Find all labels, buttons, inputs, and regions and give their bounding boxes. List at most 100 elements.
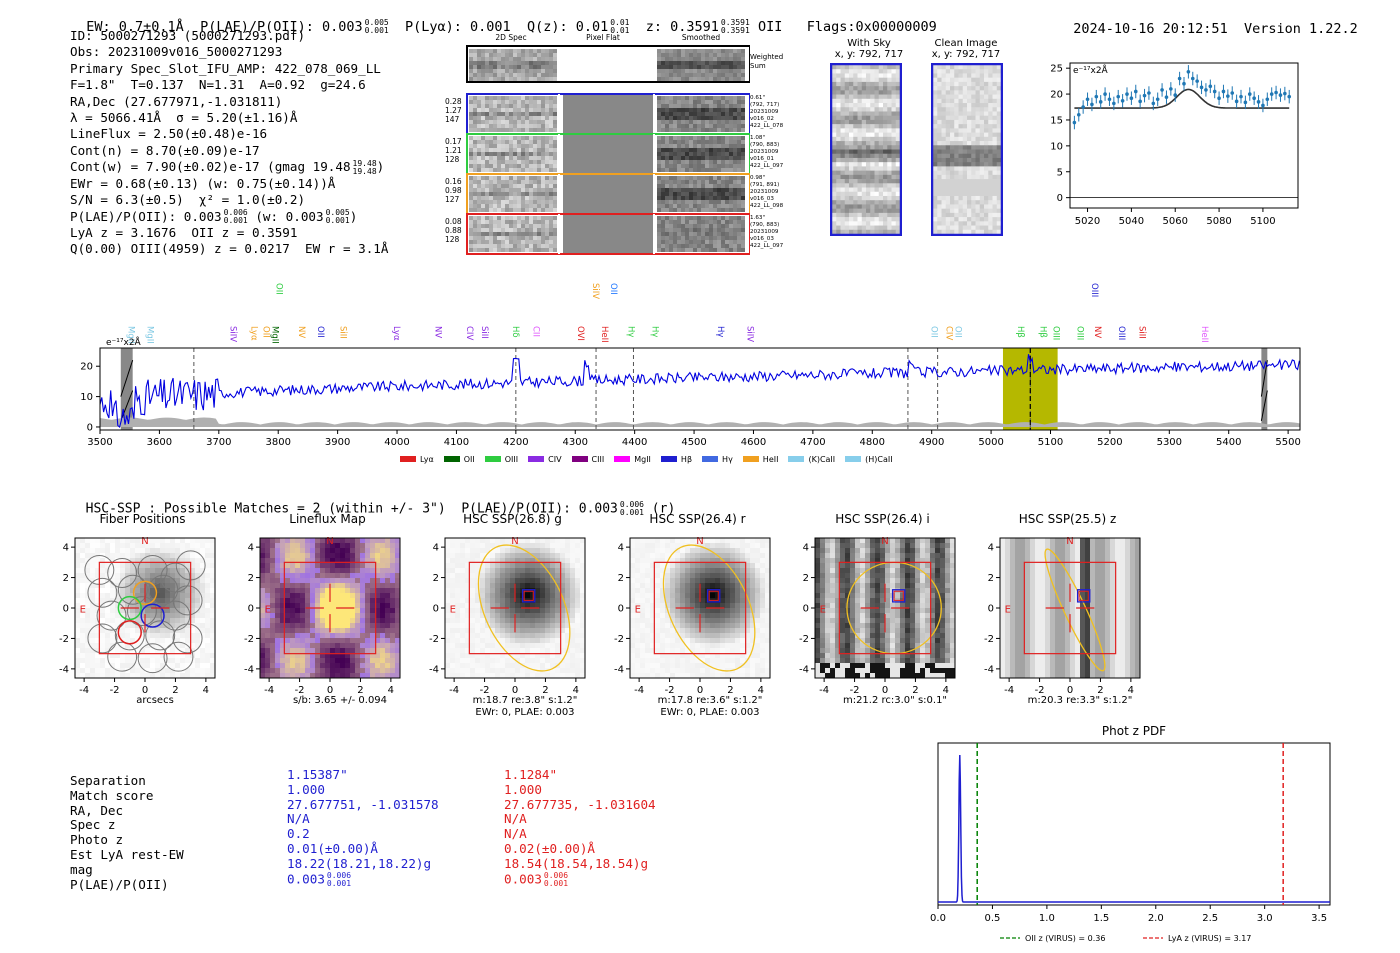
fiber-2d-pixel <box>537 112 541 116</box>
weighted-sum-pixel <box>473 61 477 65</box>
fiber-2d-pixel <box>509 200 513 204</box>
cutout-pixel <box>155 638 161 644</box>
sky-pixel <box>866 208 871 214</box>
fiber-2d-pixel <box>529 120 533 124</box>
sky-pixel <box>883 187 888 193</box>
fiber-smooth-pixel <box>669 116 673 120</box>
fiber-2d-pixel <box>497 176 501 180</box>
sky-pixel <box>950 107 955 112</box>
sky-pixel <box>891 65 897 70</box>
sky-pixel <box>844 136 850 142</box>
sky-pixel <box>975 229 981 235</box>
sky-pixel <box>933 124 938 129</box>
fiber-2d-pixel <box>541 224 545 228</box>
cutout-pixel <box>160 588 166 594</box>
fiber-2d-pixel <box>493 108 497 112</box>
fiber-2d-pixel <box>505 216 509 220</box>
fiber-smooth-pixel <box>677 128 681 132</box>
sky-pixel <box>984 170 989 176</box>
fiber-smooth-pixel <box>697 216 701 220</box>
fiber-smooth-pixel <box>673 148 677 152</box>
sky-pixel <box>958 81 964 87</box>
fiber-smooth-pixel <box>665 160 669 164</box>
fiber-smooth-pixel <box>657 128 661 132</box>
fiber-smooth-pixel <box>705 204 709 208</box>
cutout-pixel <box>335 613 341 619</box>
fiber-smooth-pixel <box>741 196 745 200</box>
weighted-sum-pixel <box>469 49 473 53</box>
legend-item: (K)CaII <box>788 455 835 464</box>
sky-pixel <box>849 128 854 133</box>
sky-pixel <box>840 128 846 133</box>
sky-pixel <box>887 141 892 146</box>
cutout-pixel <box>365 603 371 609</box>
cutout-pixel <box>150 638 156 644</box>
cutout-pixel <box>350 603 356 609</box>
fiber-2d-pixel <box>481 192 485 196</box>
cutout-pixel <box>295 553 301 559</box>
sky-pixel <box>891 195 897 201</box>
fiber-2d-pixel <box>469 188 473 192</box>
cutout-pixel <box>140 573 146 579</box>
sky-pixel <box>945 119 951 125</box>
cutout-pixel <box>155 543 161 549</box>
sky-pixel <box>870 107 875 112</box>
weighted-sum-pixel <box>541 49 545 53</box>
cutout-pixel <box>385 603 391 609</box>
fiber-2d-pixel <box>529 124 533 128</box>
fiber-2d-pixel <box>541 188 545 192</box>
sky-pixel <box>836 65 841 70</box>
fiber-smooth-pixel <box>709 240 713 244</box>
cutout-pixel <box>200 543 206 549</box>
fiber-smooth-pixel <box>725 112 729 116</box>
fiber-smooth-pixel <box>697 232 701 236</box>
fiber-smooth-pixel <box>717 128 721 132</box>
sky-pixel <box>958 174 964 180</box>
fiber-smooth-pixel <box>741 248 745 252</box>
fiber-2d-pixel <box>481 140 485 144</box>
sky-pixel <box>988 128 993 133</box>
sky-pixel <box>866 153 871 159</box>
fiber-2d-pixel <box>517 156 521 160</box>
cutout-pixel <box>85 653 91 659</box>
cutout-pixel <box>325 618 331 624</box>
fiber-2d-pixel <box>485 140 489 144</box>
cutout-pixel <box>120 543 126 549</box>
sky-pixel <box>950 124 955 129</box>
legend-swatch <box>742 456 759 462</box>
fiber-2d-pixel <box>537 224 541 228</box>
weighted-sum-smooth-pixel <box>685 61 689 65</box>
fiber-smooth-pixel <box>737 152 741 156</box>
sky-pixel <box>832 212 837 218</box>
cutout-pixel <box>275 558 281 564</box>
sky-pixel <box>950 136 955 142</box>
sky-pixel <box>962 208 968 214</box>
sky-pixel <box>945 73 951 78</box>
fiber-2d-pixel <box>545 116 549 120</box>
fiber-smooth-pixel <box>705 216 709 220</box>
sky-pixel <box>878 183 884 188</box>
cutout-pixel <box>130 608 136 614</box>
fiber-smooth-pixel <box>689 184 693 188</box>
cutout-pixel <box>355 608 361 614</box>
sky-pixel <box>895 208 901 214</box>
sky-pixel <box>857 229 863 235</box>
sky-pixel <box>832 153 837 159</box>
fiber-2d-pixel <box>537 128 541 132</box>
weighted-sum-smooth-pixel <box>713 57 717 61</box>
fiber-2d-pixel <box>477 228 481 232</box>
cutout-pixel <box>385 573 391 579</box>
weighted-sum-smooth-pixel <box>689 77 693 81</box>
fiber-2d-pixel <box>489 188 493 192</box>
sky-pixel <box>945 153 951 159</box>
cutout-pixel <box>100 578 106 584</box>
fiber-smooth-pixel <box>693 204 697 208</box>
sky-pixel <box>984 119 989 125</box>
cutout-pixel <box>145 628 151 634</box>
fiber-2d-pixel <box>489 196 493 200</box>
cutout-pixel <box>210 608 216 614</box>
fiber-smooth-pixel <box>721 248 725 252</box>
sky-pixel <box>870 195 875 201</box>
cutout-pixel <box>185 588 191 594</box>
fiber-2d-pixel <box>541 196 545 200</box>
